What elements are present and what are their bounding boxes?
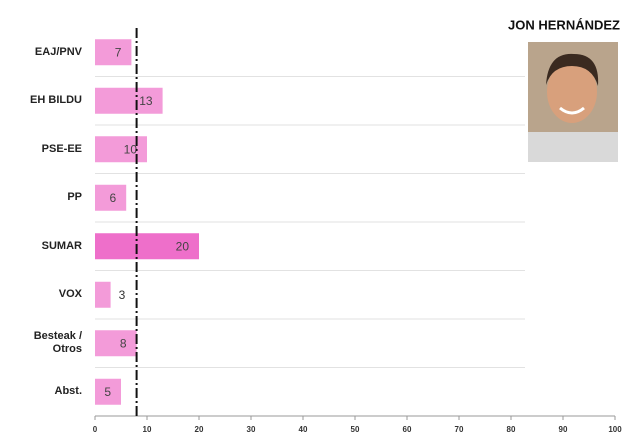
page: JON HERNÁNDEZ 0 10 20 30 40 50 60 70 80 90 100 7 13 1… — [0, 0, 628, 438]
value-label: 10 — [124, 142, 138, 156]
bar — [95, 330, 137, 356]
x-tick-label: 0 — [93, 425, 98, 434]
category-label: Besteak / Otros — [4, 330, 82, 356]
portrait — [528, 42, 618, 162]
x-tick-label: 70 — [455, 425, 464, 434]
category-label: EAJ/PNV — [4, 46, 82, 59]
value-label: 3 — [119, 288, 126, 302]
value-label: 6 — [110, 191, 117, 205]
value-label: 5 — [104, 385, 111, 399]
value-label: 13 — [139, 94, 153, 108]
x-tick-label: 30 — [247, 425, 256, 434]
photo-shirt — [528, 132, 618, 162]
category-label: SUMAR — [4, 240, 82, 253]
x-tick-label: 100 — [608, 425, 622, 434]
category-label: VOX — [4, 288, 82, 301]
x-tick-label: 10 — [143, 425, 152, 434]
bar — [95, 136, 147, 162]
value-label: 8 — [120, 336, 127, 350]
x-tick-label: 80 — [507, 425, 516, 434]
category-label: PSE-EE — [4, 143, 82, 156]
bar — [95, 282, 111, 308]
category-label: Abst. — [4, 385, 82, 398]
category-label: PP — [4, 191, 82, 204]
chart: JON HERNÁNDEZ 0 10 20 30 40 50 60 70 80 90 100 7 13 1… — [0, 0, 628, 438]
chart-title: JON HERNÁNDEZ — [508, 17, 620, 32]
x-tick-label: 90 — [559, 425, 568, 434]
x-tick-label: 60 — [403, 425, 412, 434]
x-tick-label: 40 — [299, 425, 308, 434]
x-tick-label: 20 — [195, 425, 204, 434]
x-tick-label: 50 — [351, 425, 360, 434]
value-label: 7 — [115, 45, 122, 59]
category-label: EH BILDU — [4, 94, 82, 107]
value-label: 20 — [176, 239, 190, 253]
bar — [95, 39, 131, 65]
